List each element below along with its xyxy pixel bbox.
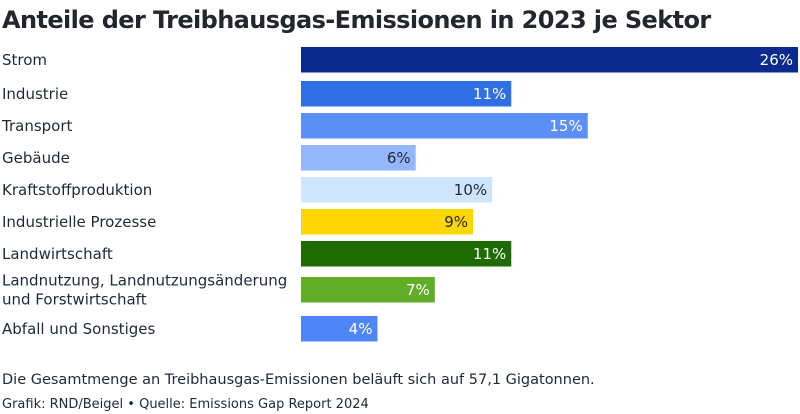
category-label-3: Transport bbox=[1, 117, 73, 135]
bar-6 bbox=[301, 209, 474, 235]
bar-2 bbox=[301, 81, 512, 107]
value-label-2: 11% bbox=[473, 85, 506, 103]
bar-7 bbox=[301, 241, 512, 267]
category-label-8: Landnutzung, Landnutzungsänderung und For… bbox=[2, 271, 287, 308]
category-label-9: Abfall und Sonstiges bbox=[2, 320, 155, 338]
value-label-1: 26% bbox=[760, 51, 793, 69]
value-label-8: 7% bbox=[406, 281, 430, 299]
bar-9 bbox=[301, 316, 378, 342]
category-label-1: Strom bbox=[2, 51, 47, 69]
bar-8 bbox=[301, 277, 435, 303]
value-label-5: 10% bbox=[454, 181, 487, 199]
value-label-4: 6% bbox=[387, 149, 411, 167]
category-label-2: Industrie bbox=[2, 85, 68, 103]
category-label-4: Gebäude bbox=[2, 149, 70, 167]
value-label-3: 15% bbox=[549, 117, 582, 135]
bar-4 bbox=[301, 145, 416, 171]
chart-title: Anteile der Treibhausgas-Emissionen in 2… bbox=[2, 6, 711, 34]
category-label-5: Kraftstoffproduktion bbox=[2, 181, 152, 199]
bar-3 bbox=[301, 113, 588, 139]
value-label-7: 11% bbox=[473, 245, 506, 263]
bar-1 bbox=[301, 47, 798, 73]
chart-source: Grafik: RND/Beigel • Quelle: Emissions G… bbox=[2, 397, 369, 412]
category-label-7: Landwirtschaft bbox=[2, 245, 113, 263]
value-label-6: 9% bbox=[444, 213, 468, 231]
value-label-9: 4% bbox=[349, 320, 373, 338]
bar-5 bbox=[301, 177, 493, 203]
chart-note: Die Gesamtmenge an Treibhausgas-Emission… bbox=[2, 372, 595, 388]
category-label-6: Industrielle Prozesse bbox=[2, 213, 156, 231]
